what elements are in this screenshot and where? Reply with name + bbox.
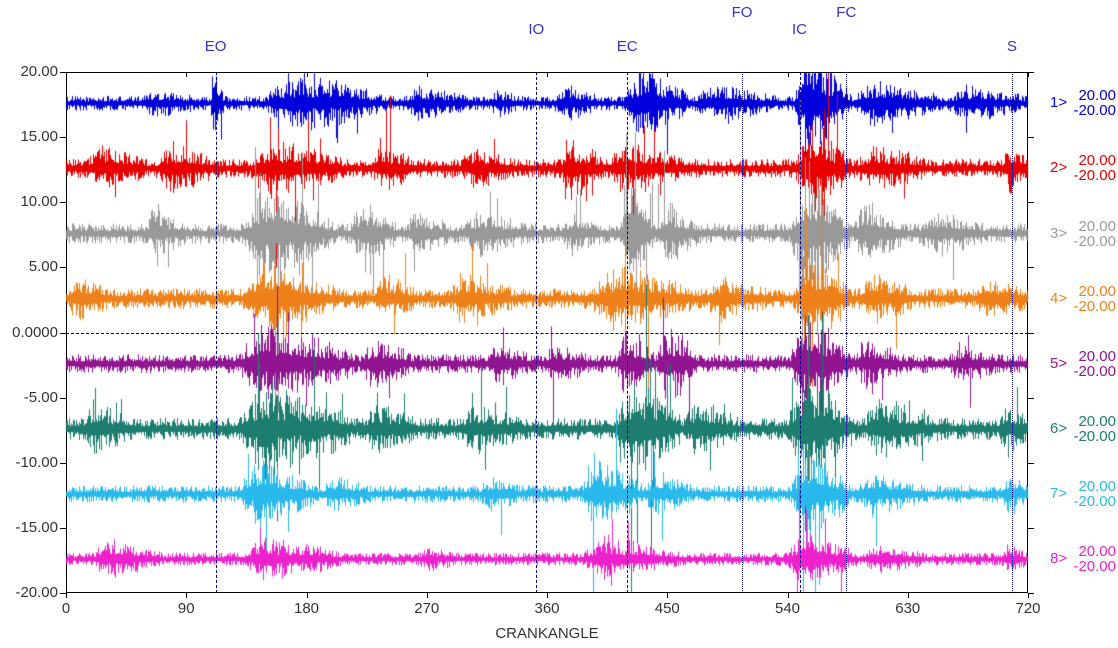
channel-number-label-6: 6> (1050, 419, 1068, 437)
y-tick-label: 5.00 (28, 258, 58, 276)
x-tick-top (66, 72, 67, 77)
event-line-IO (536, 72, 538, 593)
x-tick-label: 0 (61, 600, 71, 617)
y-tick-right (1028, 332, 1034, 334)
channel-number-label-5: 5> (1050, 354, 1068, 372)
x-tick-label: 180 (293, 600, 320, 617)
channel-number-label-3: 3> (1050, 224, 1068, 242)
y-tick-label: -15.00 (15, 518, 58, 536)
x-tick-bottom (907, 593, 909, 598)
channel-scale-label-4: 20.00 -20.00 (1073, 282, 1116, 315)
event-line-S (1011, 72, 1013, 593)
x-tick-bottom (306, 593, 308, 598)
x-tick-bottom (787, 593, 789, 598)
event-label-FC: FC (836, 4, 857, 21)
y-tick-right (1028, 593, 1034, 594)
x-tick-label: 450 (654, 600, 680, 617)
y-tick-left (60, 137, 66, 139)
event-line-IC (799, 72, 801, 593)
x-tick-bottom (547, 593, 548, 598)
channel-scale-label-2: 20.00 -20.00 (1073, 152, 1116, 185)
event-line-FC (846, 72, 848, 593)
zero-reference-line (66, 332, 1028, 334)
event-label-S: S (1006, 38, 1017, 55)
y-tick-left (60, 527, 66, 529)
x-tick-top (547, 72, 548, 77)
y-tick-right (1028, 137, 1034, 139)
x-tick-bottom (186, 593, 188, 598)
x-tick-bottom (667, 593, 669, 598)
event-label-FO: FO (731, 4, 753, 21)
channel-scale-label-3: 20.00 -20.00 (1073, 217, 1116, 250)
x-tick-top (907, 72, 909, 77)
channel-number-label-1: 1> (1050, 94, 1068, 112)
event-line-EO (215, 72, 217, 593)
channel-number-label-8: 8> (1050, 550, 1068, 568)
y-tick-label: -20.00 (15, 584, 58, 601)
channel-number-label-2: 2> (1050, 159, 1068, 177)
y-tick-label: 15.00 (20, 128, 58, 146)
y-tick-left (60, 72, 66, 73)
channel-number-label-7: 7> (1050, 485, 1068, 502)
y-tick-right (1028, 72, 1034, 73)
x-tick-top (426, 72, 428, 77)
x-tick-top (667, 72, 669, 77)
y-tick-right (1028, 462, 1034, 464)
y-tick-label: -10.00 (15, 453, 58, 471)
event-label-EC: EC (616, 38, 638, 55)
x-tick-top (186, 72, 188, 77)
y-tick-label: -5.00 (23, 388, 58, 406)
y-tick-right (1028, 397, 1034, 399)
channel-scale-label-1: 20.00 -20.00 (1073, 87, 1116, 120)
y-tick-left (60, 593, 66, 594)
channel-scale-label-5: 20.00 -20.00 (1073, 347, 1116, 380)
y-tick-right (1028, 267, 1034, 269)
x-tick-label: 630 (895, 600, 921, 617)
x-tick-label: 720 (1015, 600, 1041, 617)
x-tick-bottom (426, 593, 428, 598)
x-tick-bottom (1028, 593, 1029, 598)
x-axis-title: CRANKANGLE (495, 625, 599, 642)
x-tick-top (1028, 72, 1029, 77)
event-label-IO: IO (528, 21, 545, 38)
y-tick-label: 20.00 (20, 63, 58, 80)
y-tick-label: 10.00 (20, 193, 58, 211)
x-tick-label: 360 (534, 600, 560, 617)
channel-scale-label-8: 20.00 -20.00 (1073, 543, 1116, 576)
event-label-EO: EO (204, 38, 227, 55)
y-tick-right (1028, 527, 1034, 529)
y-tick-left (60, 332, 66, 334)
event-line-EC (627, 72, 629, 593)
y-tick-left (60, 397, 66, 399)
channel-scale-label-7: 20.00 -20.00 (1073, 478, 1116, 510)
y-tick-left (60, 202, 66, 204)
channel-number-label-4: 4> (1050, 289, 1068, 307)
x-tick-label: 270 (414, 600, 440, 617)
y-tick-left (60, 267, 66, 269)
y-tick-right (1028, 202, 1034, 204)
x-tick-bottom (66, 593, 67, 598)
x-tick-label: 90 (177, 600, 195, 617)
event-line-FO (742, 72, 744, 593)
y-tick-label: 0.0000 (12, 323, 58, 341)
channel-scale-label-6: 20.00 -20.00 (1073, 412, 1116, 445)
x-tick-label: 540 (774, 600, 801, 617)
event-label-IC: IC (792, 21, 808, 38)
x-tick-top (787, 72, 789, 77)
x-tick-top (306, 72, 308, 77)
y-tick-left (60, 462, 66, 464)
